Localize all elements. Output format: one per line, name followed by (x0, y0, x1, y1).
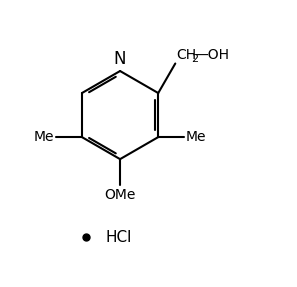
Text: Me: Me (34, 130, 54, 144)
Text: OMe: OMe (104, 187, 136, 201)
Text: —OH: —OH (195, 48, 230, 62)
Text: 2: 2 (192, 54, 199, 64)
Text: Me: Me (186, 130, 207, 144)
Text: N: N (114, 50, 126, 68)
Text: CH: CH (177, 48, 197, 62)
Text: HCl: HCl (106, 230, 132, 245)
